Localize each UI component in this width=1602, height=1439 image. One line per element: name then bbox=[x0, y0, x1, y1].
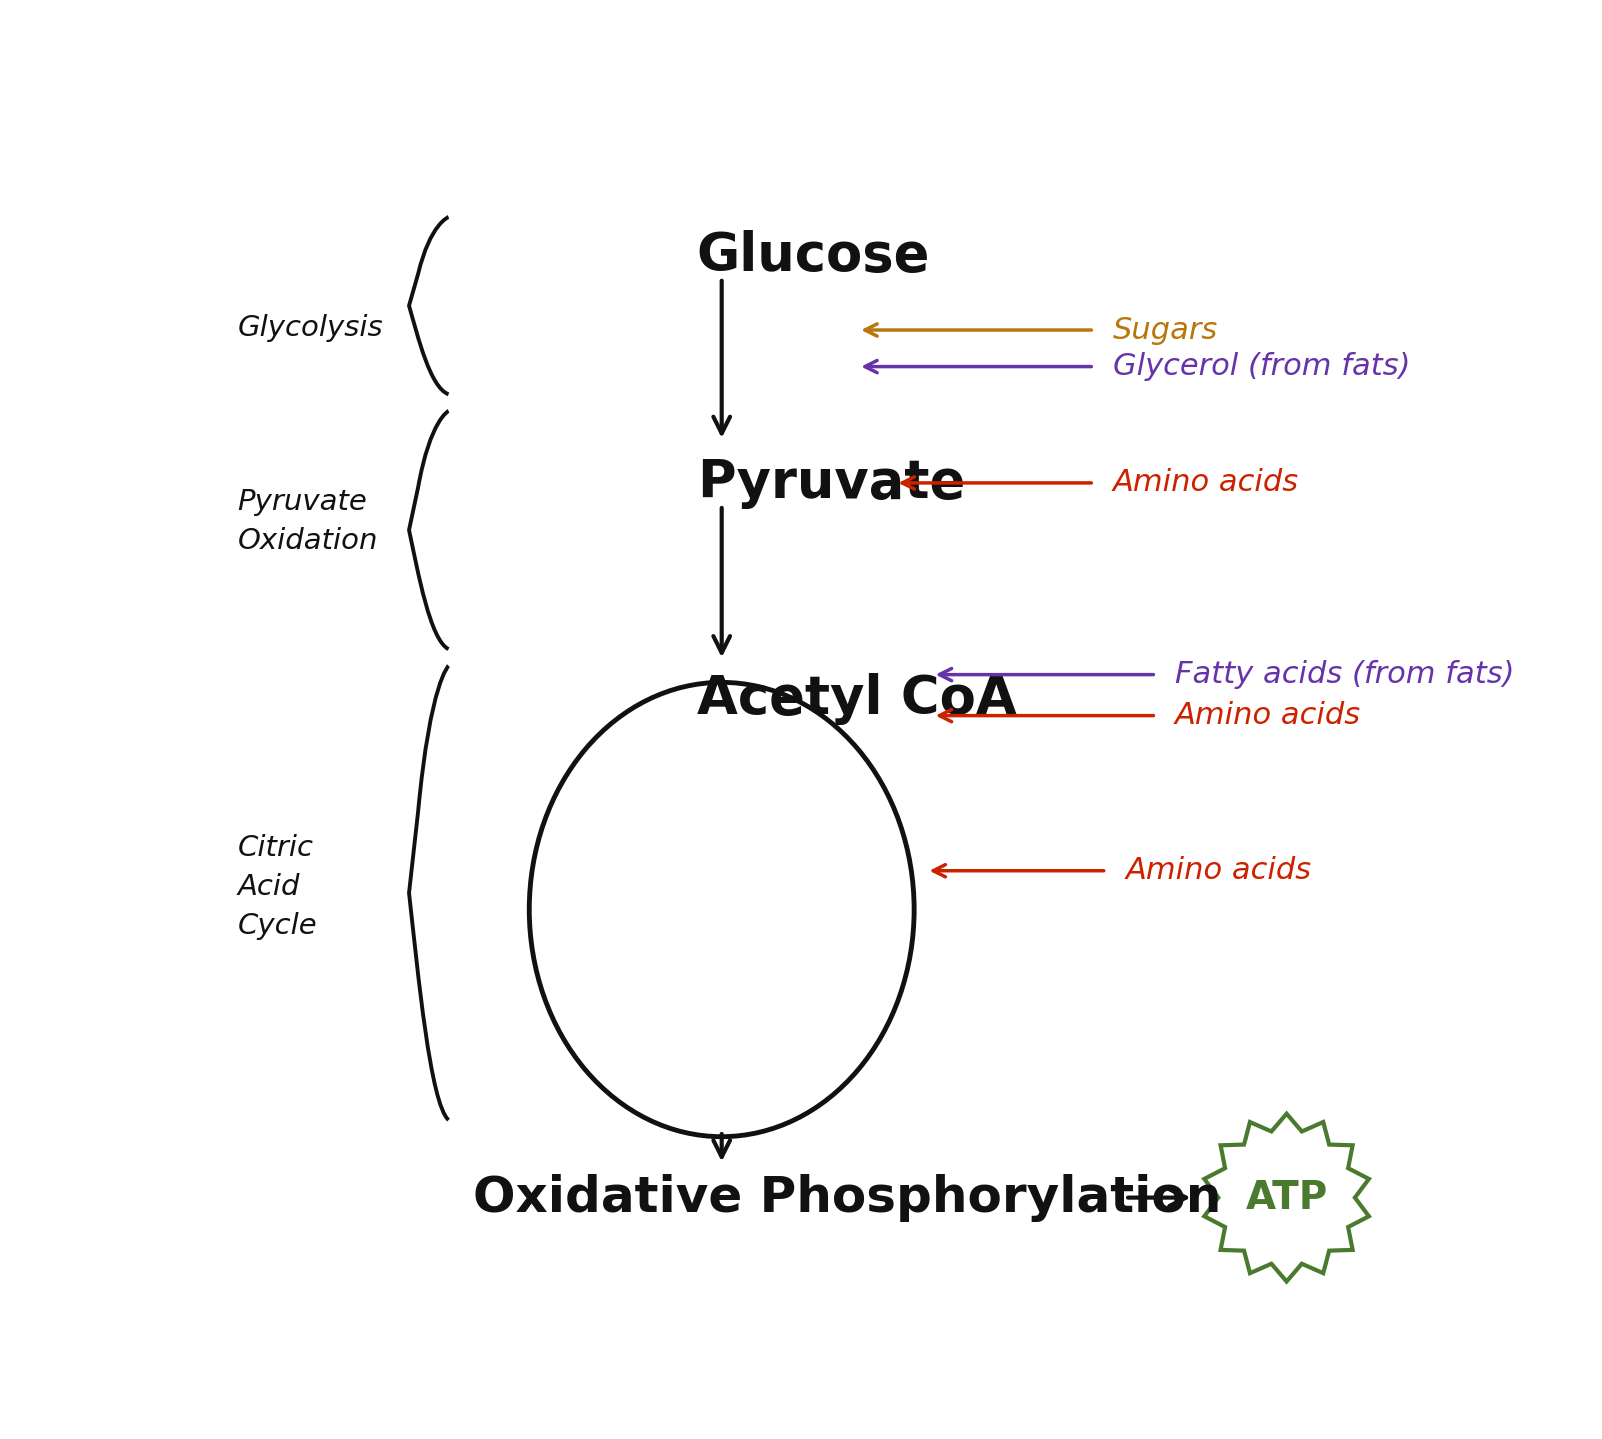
Polygon shape bbox=[1205, 1114, 1370, 1282]
Text: ATP: ATP bbox=[1245, 1179, 1328, 1216]
Text: Amino acids: Amino acids bbox=[1125, 856, 1312, 885]
Text: Pyruvate
Oxidation: Pyruvate Oxidation bbox=[237, 488, 378, 555]
Text: Amino acids: Amino acids bbox=[1174, 701, 1362, 730]
Text: Pyruvate: Pyruvate bbox=[697, 458, 964, 509]
Text: Sugars: Sugars bbox=[1113, 315, 1218, 344]
Text: Citric
Acid
Cycle: Citric Acid Cycle bbox=[237, 835, 317, 940]
Text: Oxidative Phosphorylation: Oxidative Phosphorylation bbox=[474, 1174, 1222, 1222]
Text: Acetyl CoA: Acetyl CoA bbox=[697, 673, 1017, 725]
Text: Glycerol (from fats): Glycerol (from fats) bbox=[1113, 353, 1410, 381]
Text: Fatty acids (from fats): Fatty acids (from fats) bbox=[1174, 661, 1514, 689]
Text: Glucose: Glucose bbox=[697, 230, 931, 282]
Text: Amino acids: Amino acids bbox=[1113, 469, 1299, 498]
Text: Glycolysis: Glycolysis bbox=[237, 314, 383, 342]
